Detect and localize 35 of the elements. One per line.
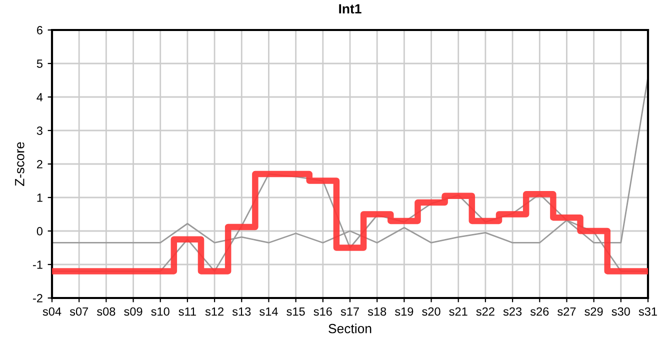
x-tick-label: s27 — [558, 307, 576, 316]
x-tick-label: s09 — [124, 307, 142, 316]
x-tick-label: s15 — [286, 307, 305, 316]
x-tick-label: s26 — [530, 307, 549, 316]
y-tick-label: 1 — [37, 194, 42, 202]
y-tick-label: 2 — [37, 160, 42, 168]
x-tick-label: s31 — [638, 307, 657, 316]
x-tick-label: s23 — [503, 307, 522, 316]
x-tick-label: s21 — [449, 307, 468, 316]
x-tick-label: s13 — [232, 307, 251, 316]
x-axis-title: Section — [328, 324, 372, 334]
x-tick-label: s22 — [476, 307, 494, 316]
chart-title: Int1 — [339, 4, 362, 14]
x-tick-label: s17 — [340, 307, 359, 316]
x-tick-label: s11 — [178, 307, 196, 316]
y-tick-label: 6 — [37, 26, 42, 34]
x-tick-label: s30 — [612, 307, 630, 316]
x-tick-label: s12 — [205, 307, 224, 316]
y-tick-label: -2 — [33, 294, 42, 302]
x-tick-label: s29 — [584, 307, 603, 316]
x-tick-label: s19 — [394, 307, 414, 316]
x-tick-label: s14 — [260, 307, 278, 316]
y-tick-label: -1 — [33, 260, 42, 269]
y-tick-label: 5 — [36, 60, 42, 68]
x-tick-label: s20 — [422, 307, 440, 316]
x-tick-label: s07 — [70, 307, 88, 316]
x-tick-label: s04 — [42, 307, 62, 316]
x-tick-label: s08 — [96, 307, 116, 316]
y-tick-label: 0 — [36, 227, 43, 236]
x-tick-label: s16 — [314, 307, 332, 316]
y-tick-label: 4 — [36, 93, 43, 102]
y-axis-title: Z-score — [15, 142, 24, 186]
x-tick-label: s10 — [151, 307, 170, 316]
y-tick-label: 3 — [36, 126, 42, 135]
x-tick-label: s18 — [368, 307, 386, 316]
